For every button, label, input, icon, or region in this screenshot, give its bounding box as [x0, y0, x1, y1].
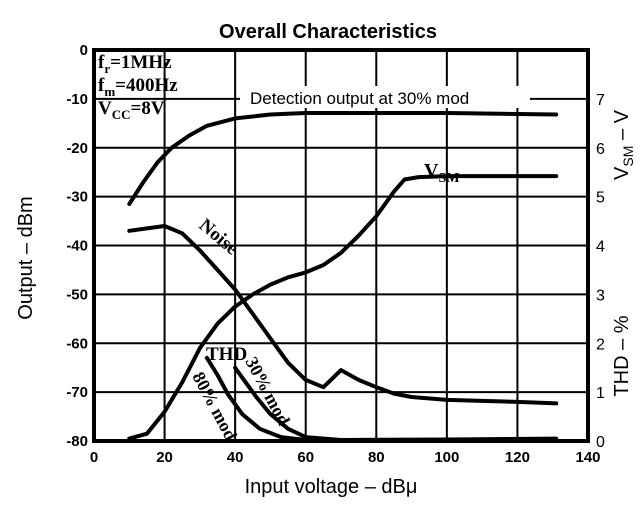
series-label-background — [240, 86, 530, 108]
y-right-tick-label: 0 — [596, 434, 605, 451]
y-axis-right-bottom-label: THD – % — [611, 315, 633, 396]
condition-r: fr=1MHz — [98, 52, 172, 76]
axis-ticks: 0 20 40 60 80 100 120 1400-10-20-30-40-50-60-70… — [66, 42, 605, 466]
x-tick-label: 20 — [156, 449, 173, 466]
y-left-tick-label: -80 — [66, 433, 88, 450]
x-axis-label: Input voltage – dBμ — [245, 476, 418, 498]
condition-cc: VCC=8V — [98, 98, 165, 122]
detection-output-label: Detection output at 30% mod — [250, 89, 469, 108]
y-right-tick-label: 1 — [596, 385, 605, 402]
x-tick-label: 120 — [505, 449, 530, 466]
y-right-tick-label: 3 — [596, 287, 605, 304]
y-axis-right-top-label: VSM – V — [611, 109, 636, 180]
condition-m: fm=400Hz — [98, 75, 178, 99]
y-right-tick-label: 5 — [596, 190, 605, 207]
x-tick-label: 80 — [368, 449, 385, 466]
y-left-tick-label: -20 — [66, 140, 88, 157]
y-left-tick-label: -50 — [66, 286, 88, 303]
vsm-label: VSM — [424, 160, 459, 186]
chart-title: Overall Characteristics — [219, 21, 437, 43]
y-left-tick-label: -70 — [66, 384, 88, 401]
thd-label: THD — [206, 344, 247, 365]
y-right-tick-label: 7 — [596, 92, 605, 109]
x-tick-label: 100 — [434, 449, 459, 466]
x-tick-label: 40 — [227, 449, 244, 466]
y-right-tick-label: 2 — [596, 336, 605, 353]
y-left-tick-label: -60 — [66, 335, 88, 352]
y-left-tick-label: -30 — [66, 189, 88, 206]
y-axis-left-label: Output – dBm — [15, 196, 37, 319]
x-tick-label: 60 — [297, 449, 314, 466]
x-tick-label: 140 — [575, 449, 600, 466]
plot-frame — [92, 48, 590, 443]
series-line-thd-80-mod — [204, 355, 308, 442]
series-line-noise — [127, 224, 559, 406]
y-left-tick-label: 0 — [80, 42, 88, 59]
y-left-tick-label: -40 — [66, 238, 88, 255]
series-line-vsm — [127, 174, 559, 441]
series-line-detection-output-at-30-mod — [127, 111, 559, 206]
x-tick-label: 0 — [90, 449, 98, 466]
y-left-tick-label: -10 — [66, 91, 88, 108]
y-right-tick-label: 6 — [596, 141, 605, 158]
y-right-tick-label: 4 — [596, 239, 605, 256]
